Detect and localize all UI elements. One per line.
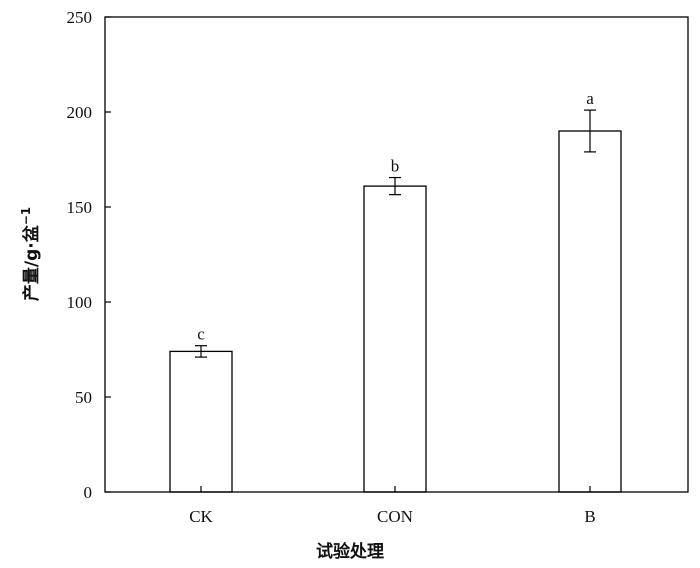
- plot-frame: [104, 16, 689, 493]
- y-tick-label: 50: [75, 388, 92, 407]
- bar: [558, 130, 622, 493]
- y-tick-label: 0: [84, 483, 93, 502]
- y-axis: 0 50 100 150 200 250: [67, 8, 111, 502]
- bar: [363, 185, 427, 493]
- x-tick-label: CK: [189, 507, 213, 526]
- significance-label: c: [197, 325, 205, 344]
- x-tick-label: CON: [377, 507, 413, 526]
- y-tick-label: 200: [67, 103, 93, 122]
- y-tick-label: 100: [67, 293, 93, 312]
- significance-label: b: [391, 157, 400, 176]
- x-tick-label: B: [584, 507, 595, 526]
- y-tick-label: 250: [67, 8, 93, 27]
- x-axis: CK CON B: [189, 486, 596, 526]
- y-axis-title-main: 产量/g·盆: [21, 224, 42, 301]
- y-axis-title: 产量/g·盆−1: [19, 207, 42, 301]
- plot-area: c b a: [169, 89, 622, 493]
- y-axis-title-superscript: −1: [19, 207, 33, 225]
- significance-label: a: [586, 89, 594, 108]
- bar: [169, 350, 233, 493]
- x-axis-title: 试验处理: [316, 541, 384, 562]
- y-tick-label: 150: [67, 198, 93, 217]
